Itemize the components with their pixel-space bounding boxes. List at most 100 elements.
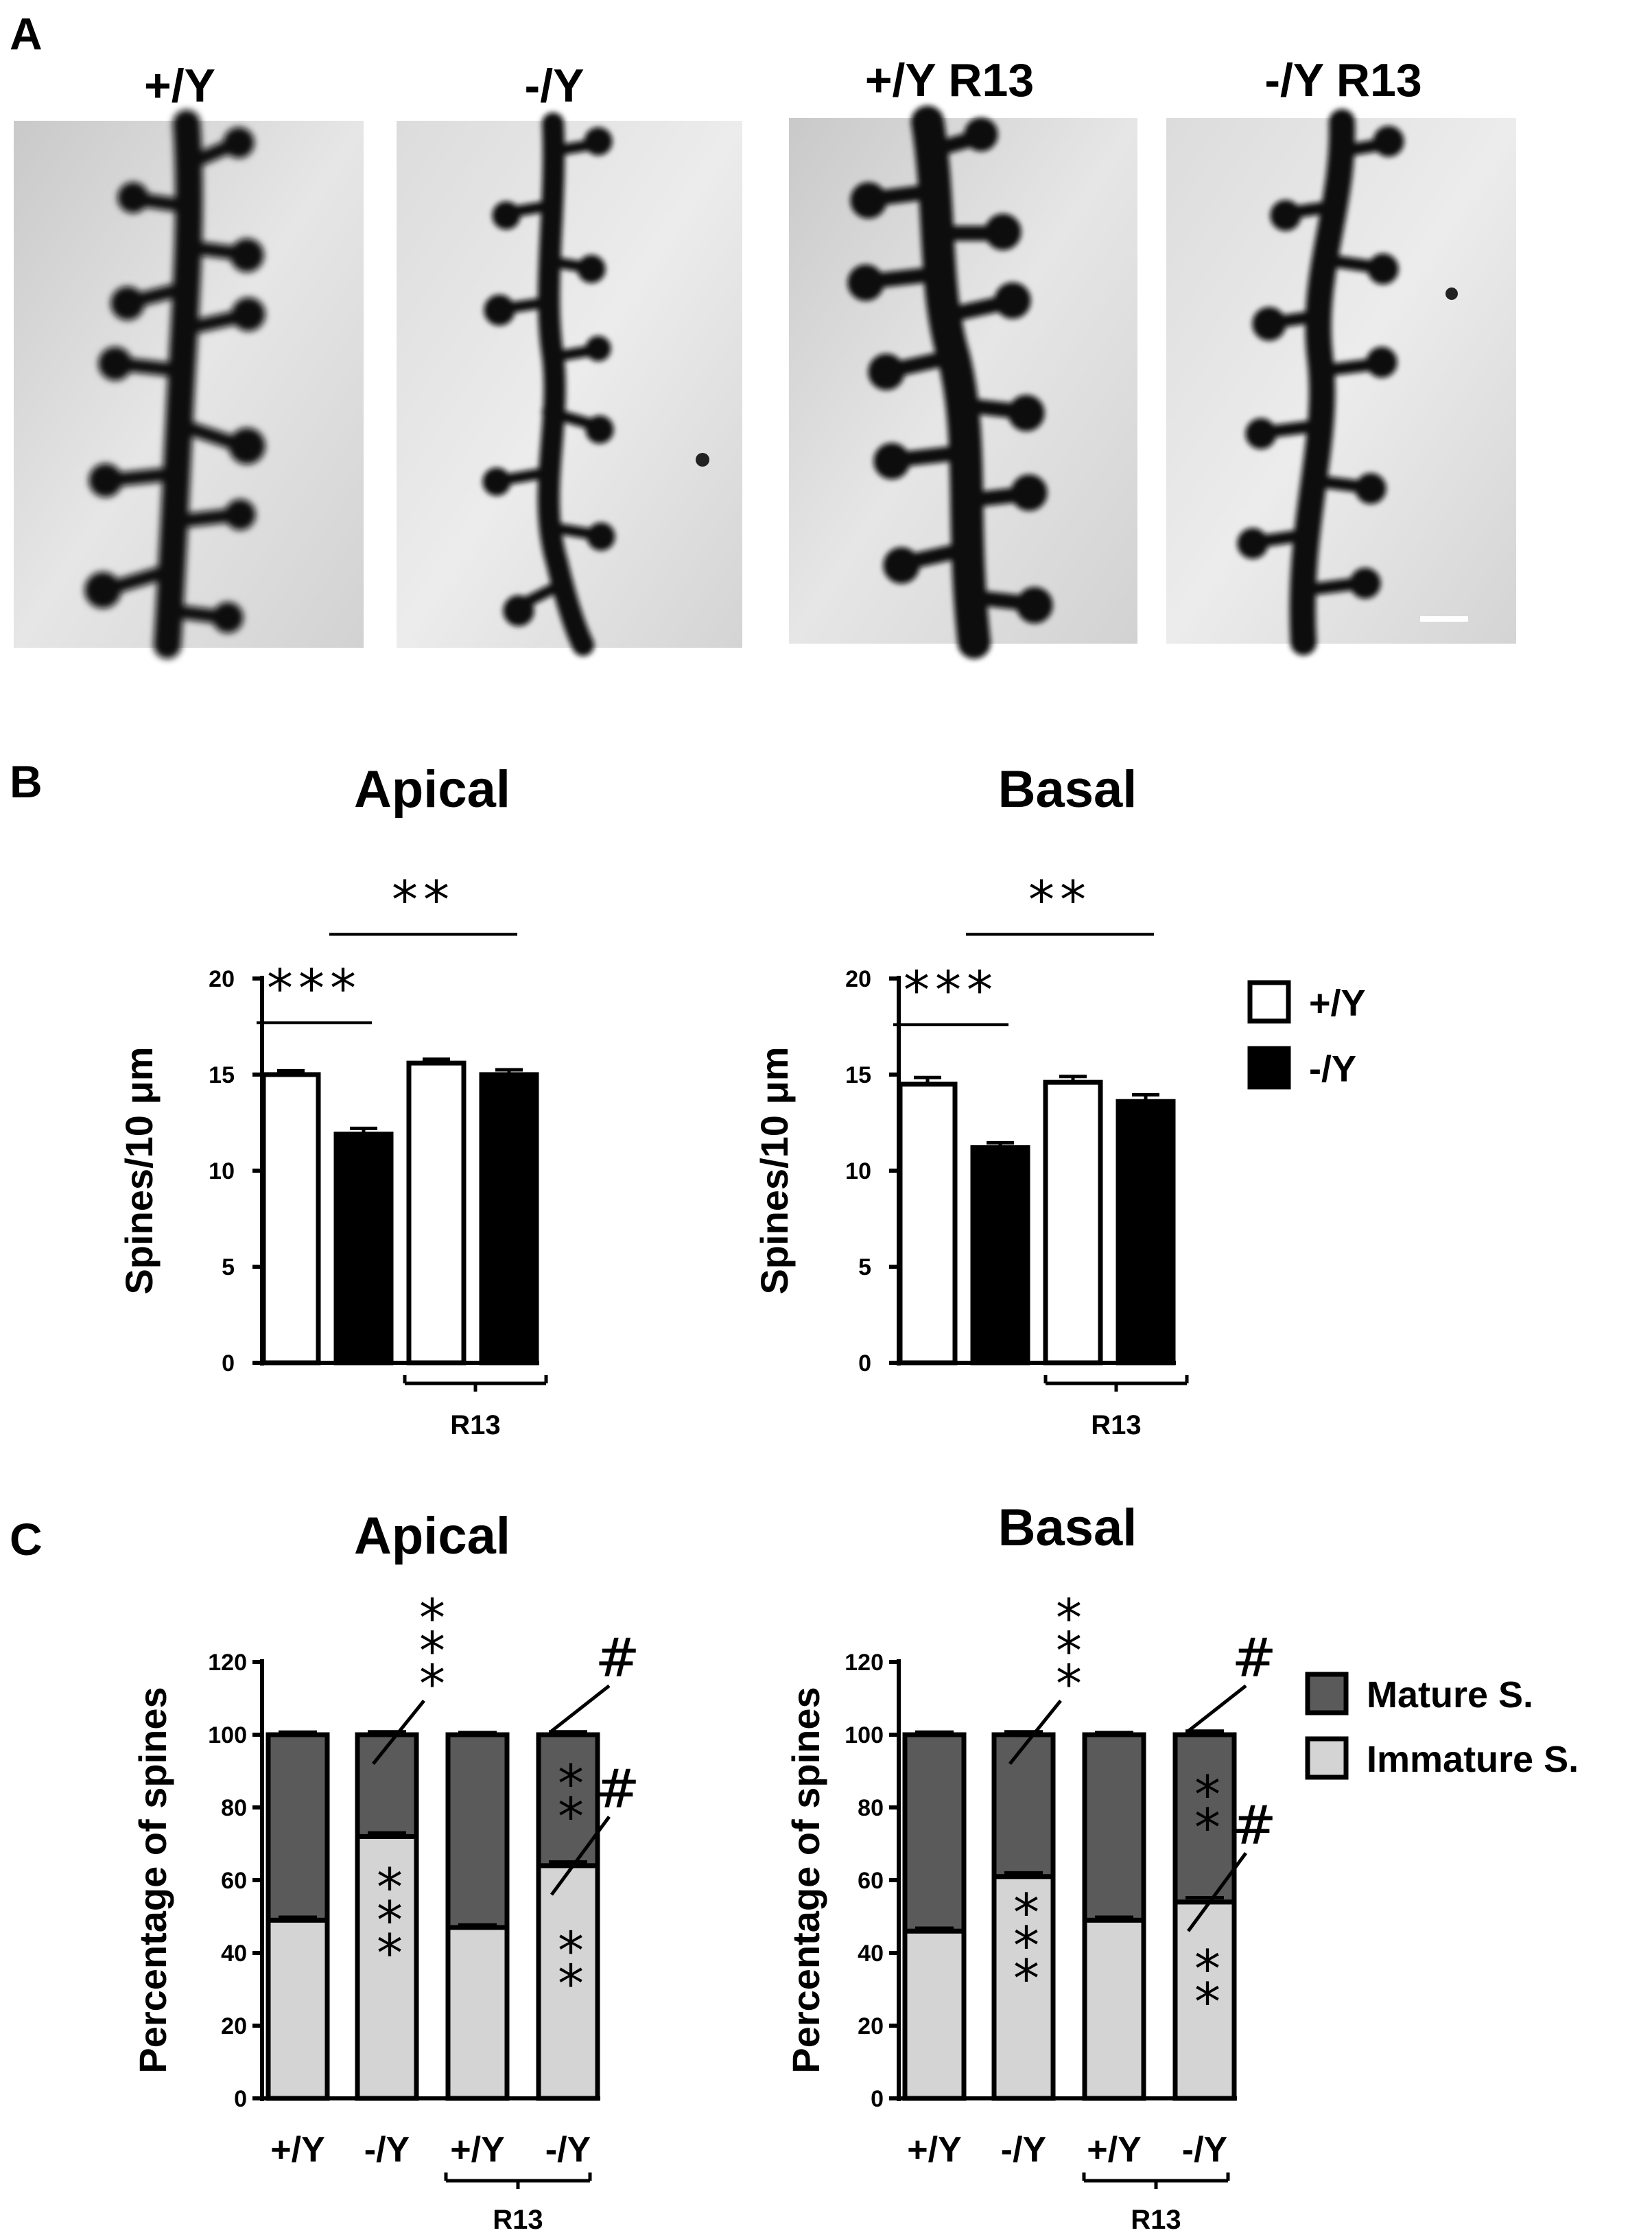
legend-swatch-mature [1305, 1672, 1349, 1715]
chart-title: Basal [998, 760, 1137, 819]
bar-ko [970, 1145, 1030, 1366]
y-tick-label: 60 [858, 1868, 884, 1894]
annotation-pointer [1187, 1684, 1247, 1733]
y-tick-label: 0 [222, 1350, 235, 1377]
significance-hash: # [595, 1759, 639, 1820]
significance-stars: *** [419, 1587, 445, 1714]
y-axis-title: Percentage of spines [131, 1687, 174, 2073]
micrograph-ko [397, 113, 742, 656]
annotation-pointer [1008, 1699, 1062, 1765]
panel-c-letter: C [10, 1514, 43, 1565]
image-label-ko: -/Y [525, 60, 585, 112]
bar-ko [1116, 1099, 1176, 1366]
y-tick-label: 20 [209, 966, 235, 992]
y-axis-title: Spines/10 μm [117, 1046, 161, 1294]
bar-ko [479, 1072, 539, 1366]
significance-stars: *** [267, 957, 362, 1018]
y-tick-label: 20 [845, 966, 871, 992]
bar-segment-immature [445, 1925, 510, 2101]
bar-ko [333, 1132, 394, 1366]
chart-apical-spine-maturity: Apical Percentage of spines 0 20 40 60 80 100 12… [131, 1507, 640, 2235]
y-tick-label: 15 [845, 1062, 871, 1088]
bar-segment-immature [536, 1863, 600, 2101]
bar-segment-mature [445, 1732, 510, 1930]
legend-label-mature: Mature S. [1367, 1674, 1533, 1715]
micrograph-wt-r13 [789, 106, 1137, 659]
y-tick-label: 20 [221, 2013, 247, 2039]
group-label-r13: R13 [493, 2205, 543, 2235]
legend-genotype: +/Y -/Y [1247, 980, 1366, 1090]
significance-stars: *** [904, 959, 998, 1020]
bar-segment-immature [266, 1917, 330, 2101]
y-tick-label: 15 [209, 1062, 235, 1088]
significance-stars: ** [1194, 1764, 1220, 1858]
legend-spine-type: Mature S. Immature S. [1305, 1672, 1579, 1780]
x-tick-label: -/Y [1182, 2130, 1227, 2170]
significance-stars: ** [558, 1753, 584, 1847]
y-axis-title: Percentage of spines [784, 1687, 827, 2073]
micrograph-wt [14, 110, 364, 659]
y-tick-label: 40 [858, 1941, 884, 1967]
y-tick-label: 120 [208, 1650, 247, 1676]
significance-stars: *** [1013, 1882, 1039, 2008]
micrograph-ko-r13 [1166, 109, 1516, 655]
group-label-r13: R13 [1131, 2205, 1181, 2235]
image-label-ko-r13: -/Y R13 [1264, 54, 1421, 106]
bar-segment-mature [355, 1732, 419, 1839]
y-tick-label: 0 [234, 2086, 247, 2112]
x-tick-label: +/Y [907, 2130, 962, 2170]
significance-hash: # [595, 1628, 639, 1689]
y-tick-label: 10 [209, 1158, 235, 1184]
y-axis-title: Spines/10 μm [753, 1046, 796, 1294]
bar-segment-immature [902, 1928, 967, 2101]
y-tick-label: 60 [221, 1868, 247, 1894]
bar-wt [1043, 1079, 1103, 1366]
y-tick-label: 0 [858, 1350, 871, 1377]
y-tick-label: 10 [845, 1158, 871, 1184]
y-tick-label: 80 [858, 1795, 884, 1821]
chart-title: Basal [998, 1499, 1137, 1557]
bar-segment-immature [1082, 1917, 1146, 2101]
significance-stars: *** [1056, 1587, 1082, 1714]
x-tick-label: -/Y [1001, 2130, 1046, 2170]
legend-swatch-wt [1247, 980, 1291, 1024]
x-tick-label: +/Y [270, 2130, 325, 2170]
annotation-pointer [1186, 1852, 1248, 1932]
y-tick-label: 40 [221, 1941, 247, 1967]
y-tick-label: 120 [845, 1650, 884, 1676]
y-tick-label: 100 [208, 1722, 247, 1748]
legend-label-wt: +/Y [1309, 983, 1366, 1024]
bar-segment-mature [991, 1732, 1056, 1879]
annotation-pointer [550, 1816, 611, 1896]
significance-stars: ** [558, 1920, 584, 2014]
legend-swatch-ko [1247, 1046, 1291, 1090]
x-tick-label: -/Y [545, 2130, 591, 2170]
bar-segment-mature [1172, 1732, 1237, 1905]
bar-segment-mature [902, 1732, 967, 1934]
chart-title: Apical [354, 1507, 510, 1565]
y-tick-label: 20 [858, 2013, 884, 2039]
annotation-pointer [550, 1684, 611, 1733]
panel-b-letter: B [10, 756, 43, 807]
annotation-pointer [372, 1699, 425, 1765]
legend-label-immature: Immature S. [1367, 1739, 1579, 1780]
bar-wt [406, 1060, 467, 1366]
legend-swatch-immature [1305, 1736, 1349, 1780]
chart-title: Apical [354, 760, 510, 819]
significance-stars: *** [377, 1856, 403, 1983]
image-label-wt: +/Y [144, 60, 215, 112]
legend-label-ko: -/Y [1309, 1049, 1356, 1090]
x-tick-label: +/Y [450, 2130, 505, 2170]
y-tick-label: 0 [871, 2086, 884, 2112]
significance-stars: ** [1028, 869, 1092, 930]
x-tick-label: -/Y [364, 2130, 410, 2170]
significance-hash: # [1231, 1628, 1276, 1689]
significance-stars: ** [1194, 1939, 1220, 2033]
chart-basal-spine-maturity: Basal Percentage of spines 0 20 40 60 80 100 120… [784, 1499, 1277, 2235]
significance-stars: ** [392, 869, 455, 930]
group-label-r13: R13 [1091, 1410, 1141, 1440]
y-tick-label: 80 [221, 1795, 247, 1821]
